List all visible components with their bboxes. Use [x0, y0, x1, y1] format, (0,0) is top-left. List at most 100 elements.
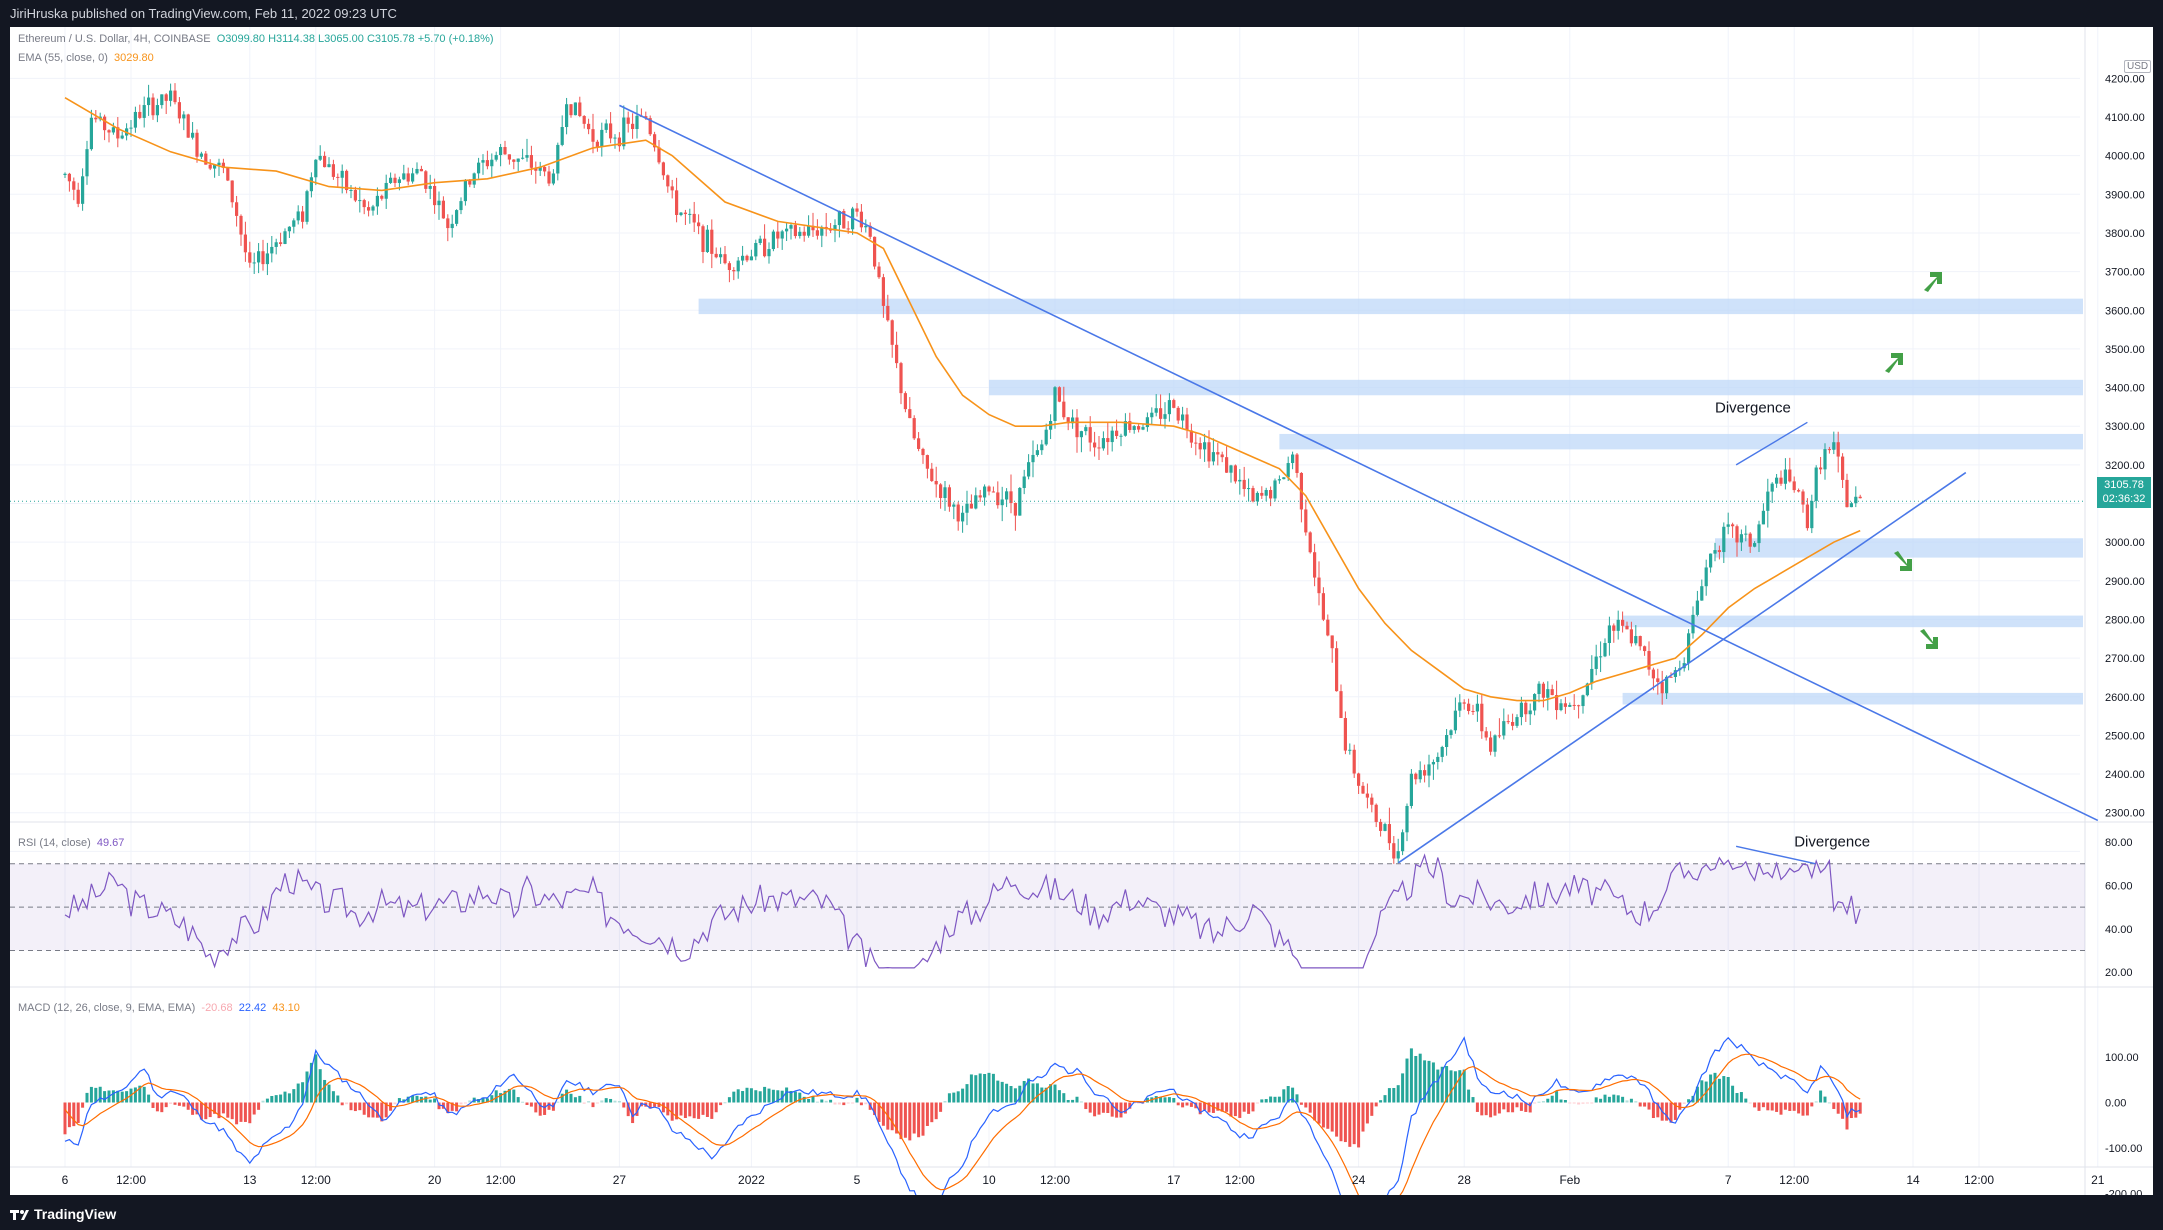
- candle-body: [1577, 705, 1581, 707]
- candle-body: [415, 168, 419, 174]
- macd-histogram-bar: [829, 1099, 833, 1103]
- candle-body: [1365, 793, 1369, 798]
- candle-body: [1489, 737, 1493, 752]
- candle-body: [261, 251, 265, 265]
- macd-histogram-bar: [547, 1102, 551, 1110]
- price-axis-label: 2500.00: [2105, 730, 2145, 742]
- time-axis-label: 2022: [738, 1173, 765, 1187]
- candle-body: [1374, 804, 1378, 822]
- macd-histogram-bar: [1665, 1102, 1669, 1121]
- candle-body: [85, 149, 89, 177]
- candle-body: [1018, 487, 1022, 516]
- candle-body: [1211, 452, 1215, 462]
- currency-badge[interactable]: USD: [2124, 60, 2152, 73]
- candle-body: [1761, 510, 1765, 525]
- chart-svg[interactable]: Divergence 4200.00 4100.00 4000.00 3900.00 38…: [10, 27, 2153, 1195]
- candle-body: [1700, 586, 1704, 601]
- candle-body: [1220, 454, 1224, 458]
- tradingview-logo-icon[interactable]: [10, 1198, 30, 1230]
- macd-histogram-bar: [1555, 1091, 1559, 1103]
- candle-body: [1471, 711, 1475, 713]
- candle-body: [1097, 447, 1101, 449]
- candle-body: [270, 246, 274, 254]
- candle-body: [441, 200, 445, 219]
- candle-body: [1159, 408, 1163, 419]
- candle-body: [1568, 704, 1572, 707]
- candle-body: [1044, 429, 1048, 445]
- chart-frame[interactable]: Divergence 4200.00 4100.00 4000.00 3900.00 38…: [10, 27, 2153, 1195]
- macd-histogram-bar: [908, 1102, 912, 1141]
- support-resistance-zone: [1622, 692, 2083, 705]
- macd-histogram-bar: [463, 1102, 467, 1104]
- candle-body: [1779, 477, 1783, 484]
- candle-body: [569, 104, 573, 116]
- candle-body: [142, 105, 146, 118]
- macd-axis-label: -200.00: [2105, 1189, 2142, 1196]
- macd-histogram-bar: [103, 1091, 107, 1103]
- macd-histogram-bar: [952, 1092, 956, 1103]
- candle-body: [1286, 463, 1290, 478]
- macd-label: MACD (12, 26, close, 9, EMA, EMA): [18, 1002, 196, 1014]
- time-axis-label: 17: [1167, 1173, 1181, 1187]
- candle-body: [1053, 387, 1057, 422]
- candle-body: [243, 234, 247, 253]
- candle-body: [265, 253, 269, 265]
- macd-histogram-bar: [397, 1098, 401, 1103]
- macd-histogram-bar: [1502, 1102, 1506, 1110]
- candle-body: [1361, 785, 1365, 794]
- candle-body: [318, 155, 322, 160]
- macd-histogram-bar: [595, 1102, 599, 1104]
- trendline-uptrend: [1397, 471, 1967, 864]
- candle-body: [1176, 407, 1180, 421]
- macd-histogram-bar: [688, 1102, 692, 1117]
- candle-body: [499, 147, 503, 156]
- candle-body: [1352, 749, 1356, 774]
- macd-histogram-bar: [1031, 1083, 1035, 1103]
- candle-body: [1656, 678, 1660, 682]
- candle-body: [934, 480, 938, 485]
- macd-histogram-bar: [1709, 1074, 1713, 1103]
- candle-body: [1132, 426, 1136, 430]
- macd-histogram-bar: [1687, 1099, 1691, 1103]
- candle-body: [1783, 469, 1787, 484]
- macd-histogram-bar: [1242, 1102, 1246, 1112]
- candle-body: [1722, 526, 1726, 553]
- candle-body: [455, 210, 459, 224]
- support-resistance-zone: [1715, 538, 2083, 558]
- candle-body: [1335, 648, 1339, 692]
- candle-body: [1423, 770, 1427, 776]
- candle-body: [1515, 717, 1519, 726]
- macd-histogram-bar: [974, 1075, 978, 1103]
- macd-histogram-bar: [283, 1091, 287, 1103]
- candle-body: [582, 116, 586, 124]
- rsi-value: 49.67: [96, 837, 125, 849]
- macd-histogram-bar: [1788, 1102, 1792, 1111]
- time-axis-label: 21: [2091, 1173, 2105, 1187]
- macd-histogram-bar: [362, 1102, 366, 1115]
- price-axis-label: 3900.00: [2105, 189, 2145, 201]
- macd-line-value: 22.42: [238, 1002, 267, 1014]
- macd-histogram-bar: [252, 1102, 256, 1115]
- macd-histogram-bar: [675, 1102, 679, 1120]
- candle-body: [1431, 761, 1435, 765]
- macd-histogram-bar: [525, 1102, 529, 1105]
- macd-histogram-bar: [851, 1102, 855, 1104]
- candle-body: [547, 171, 551, 184]
- time-axis-label: 12:00: [1779, 1173, 1809, 1187]
- candle-body: [899, 363, 903, 394]
- footer-brand[interactable]: TradingView: [34, 1206, 117, 1222]
- divergence-label-rsi: Divergence: [1794, 833, 1870, 850]
- arrow-up-right-icon: [1885, 353, 1903, 373]
- macd-histogram-bar: [996, 1080, 1000, 1103]
- macd-histogram-bar: [1154, 1096, 1158, 1103]
- macd-histogram-bar: [543, 1102, 547, 1115]
- arrow-up-right-icon: [1924, 272, 1942, 292]
- candle-body: [1797, 490, 1801, 492]
- macd-histogram-bar: [556, 1101, 560, 1103]
- macd-histogram-bar: [1145, 1097, 1149, 1103]
- candle-body: [1282, 477, 1286, 480]
- candle-body: [1291, 454, 1295, 464]
- macd-histogram-bar: [323, 1079, 327, 1103]
- candle-body: [1436, 756, 1440, 762]
- macd-histogram-bar: [411, 1095, 415, 1103]
